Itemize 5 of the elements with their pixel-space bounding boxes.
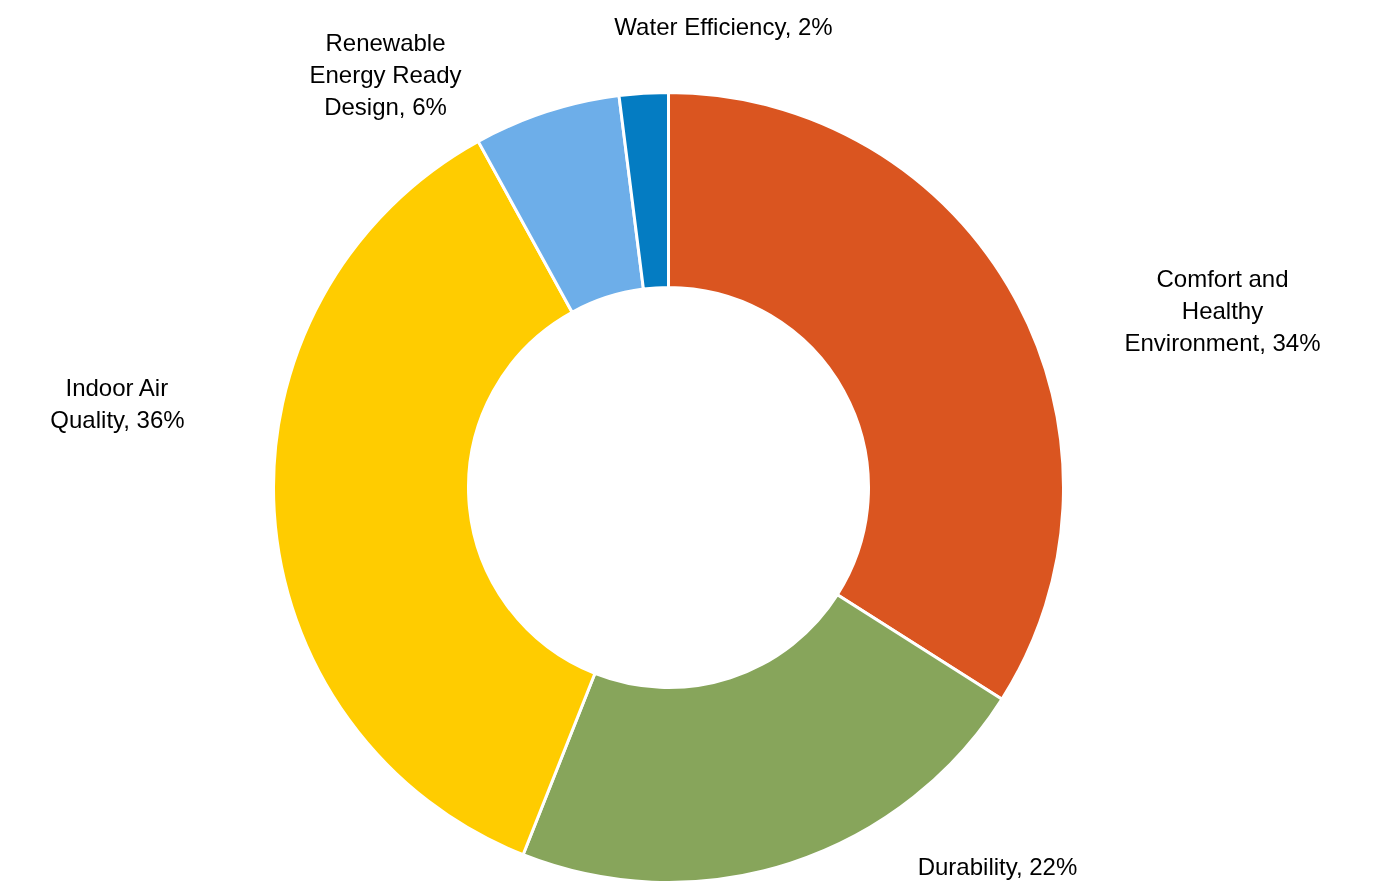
slice-label: Durability, 22% — [917, 853, 1078, 880]
slice-label: Comfort and Healthy Environment, 34% — [1124, 264, 1321, 357]
slice-label: Indoor Air Quality, 36% — [50, 373, 185, 434]
slice-label: Renewable Energy Ready Design, 6% — [309, 28, 462, 121]
slice-label: Water Efficiency, 2% — [614, 13, 833, 40]
